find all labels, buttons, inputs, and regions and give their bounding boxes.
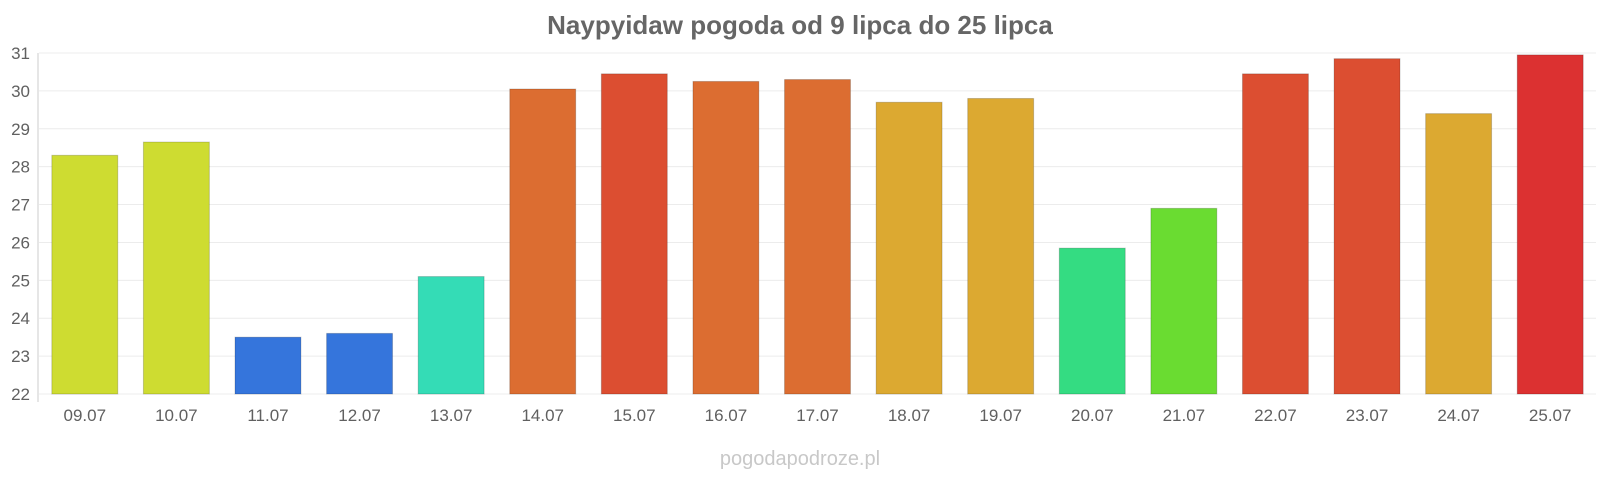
- bar-21.07: [1150, 207, 1218, 395]
- y-tick-labels: 22 23 24 25 26 27 28 29 30 31: [11, 44, 30, 404]
- x-tick-label: 23.07: [1346, 406, 1389, 425]
- y-tick-label: 22: [11, 385, 30, 404]
- bar-19.07: [967, 97, 1035, 395]
- x-tick-label: 10.07: [155, 406, 198, 425]
- x-tick-label: 19.07: [979, 406, 1022, 425]
- y-tick-label: 23: [11, 347, 30, 366]
- y-tick-label: 26: [11, 233, 30, 252]
- x-tick-label: 09.07: [64, 406, 107, 425]
- bar-15.07: [600, 73, 668, 395]
- bar-16.07: [692, 80, 760, 395]
- x-tick-label: 25.07: [1529, 406, 1572, 425]
- bars: [51, 54, 1584, 395]
- chart-title: Naypyidaw pogoda od 9 lipca do 25 lipca: [547, 10, 1053, 40]
- x-tick-labels: 09.07 10.07 11.07 12.07 13.07 14.07 15.07 16.07…: [64, 406, 1572, 425]
- x-tick-label: 11.07: [247, 406, 288, 425]
- bar-17.07: [784, 79, 851, 395]
- bar-13.07: [417, 276, 485, 395]
- y-tick-label: 30: [11, 82, 30, 101]
- bar-09.07: [51, 154, 119, 395]
- x-tick-label: 18.07: [888, 406, 931, 425]
- bar-11.07: [234, 336, 302, 395]
- x-tick-label: 12.07: [338, 406, 381, 425]
- x-tick-label: 17.07: [796, 406, 839, 425]
- bar-24.07: [1425, 113, 1493, 395]
- y-tick-label: 25: [11, 271, 30, 290]
- bar-23.07: [1333, 58, 1401, 395]
- bar-18.07: [875, 101, 943, 395]
- x-tick-label: 24.07: [1437, 406, 1480, 425]
- y-tick-label: 27: [11, 196, 30, 215]
- y-tick-label: 31: [11, 44, 30, 63]
- bar-14.07: [509, 88, 577, 395]
- bar-20.07: [1058, 247, 1126, 395]
- bar-12.07: [326, 332, 394, 395]
- bar-22.07: [1241, 73, 1309, 395]
- y-tick-label: 24: [11, 309, 30, 328]
- x-tick-label: 14.07: [521, 406, 564, 425]
- watermark: pogodapodroze.pl: [719, 448, 881, 470]
- bar-25.07: [1516, 54, 1584, 395]
- x-tick-label: 16.07: [705, 406, 748, 425]
- y-tick-label: 29: [11, 120, 30, 139]
- bar-10.07: [142, 141, 210, 395]
- x-tick-label: 20.07: [1071, 406, 1114, 425]
- x-tick-label: 22.07: [1254, 406, 1297, 425]
- x-tick-label: 13.07: [430, 406, 473, 425]
- x-tick-label: 21.07: [1163, 406, 1206, 425]
- y-tick-label: 28: [11, 158, 30, 177]
- x-tick-label: 15.07: [613, 406, 656, 425]
